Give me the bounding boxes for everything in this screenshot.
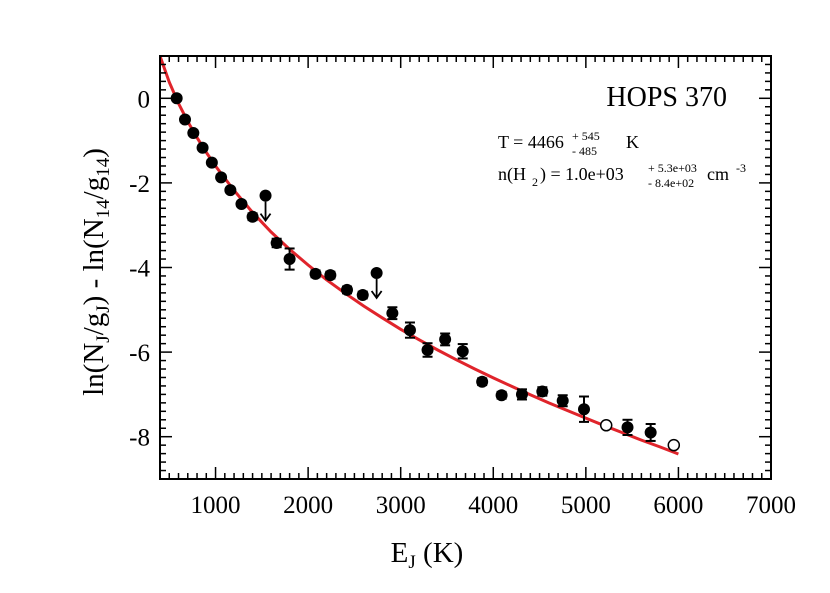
x-axis-title-base: E <box>391 537 409 569</box>
data-point <box>439 333 452 346</box>
data-point <box>324 269 337 282</box>
density-value: ) = 1.0e+03 <box>540 164 624 185</box>
temperature-lower-error: - 485 <box>572 144 597 158</box>
y-axis-title-sub3: 14 <box>93 199 114 219</box>
density-lower-error: - 8.4e+02 <box>648 176 694 190</box>
y-axis-title-part1: ln(N <box>78 343 110 396</box>
open-point <box>599 419 613 432</box>
data-point <box>196 141 209 154</box>
chart-title: HOPS 370 <box>606 82 727 113</box>
density-prefix: n(H <box>498 164 526 185</box>
data-point <box>178 113 191 126</box>
temperature-value: T = 4466 <box>498 132 564 152</box>
data-point <box>644 426 657 439</box>
upper-limit-arrowhead <box>370 290 383 300</box>
y-axis-title-sub4: 14 <box>93 157 114 177</box>
data-point <box>421 343 434 356</box>
y-axis-title-part4: /g <box>78 177 110 200</box>
density-annotation: n(H 2 ) = 1.0e+03 + 5.3e+03 - 8.4e+02 cm… <box>498 161 746 190</box>
data-point <box>476 375 489 388</box>
x-tick-label: 5000 <box>561 492 611 519</box>
x-tick-label: 4000 <box>468 492 518 519</box>
y-tick-label: 0 <box>138 86 151 113</box>
density-unit-exponent: -3 <box>736 161 746 175</box>
upper-limit-point <box>370 266 383 279</box>
temperature-upper-error: + 545 <box>572 129 600 143</box>
model-curve <box>160 56 679 456</box>
data-point <box>246 210 259 223</box>
plot-frame <box>159 55 772 480</box>
data-point <box>235 198 248 211</box>
data-point <box>536 385 549 398</box>
data-point <box>386 307 399 320</box>
y-tick-label: -6 <box>129 340 150 367</box>
data-point <box>577 403 590 416</box>
data-point <box>224 184 237 197</box>
x-tick-label: 2000 <box>283 492 333 519</box>
data-point <box>205 156 218 169</box>
upper-limit-point <box>259 189 272 202</box>
temperature-annotation: T = 4466 + 545 - 485 K <box>498 129 639 158</box>
data-point <box>283 253 296 266</box>
data-point <box>456 345 469 358</box>
temperature-unit: K <box>626 132 639 152</box>
density-subscript: 2 <box>532 175 538 189</box>
data-point <box>215 171 228 184</box>
data-point <box>187 126 200 139</box>
data-point <box>341 283 354 296</box>
data-point <box>403 324 416 337</box>
data-point <box>170 92 183 105</box>
data-point <box>270 236 283 249</box>
data-points-layer <box>170 92 681 452</box>
y-axis-title-sub1: J <box>93 335 114 342</box>
y-tick-label: -4 <box>129 256 150 283</box>
x-axis-title-tail: (K) <box>416 537 464 569</box>
data-point <box>621 421 634 434</box>
x-tick-label: 6000 <box>653 492 703 519</box>
data-point <box>356 288 369 301</box>
density-unit: cm <box>707 164 729 184</box>
y-axis-title: ln(NJ/gJ) - ln(N14/g14) <box>78 148 114 396</box>
y-axis-title-part5: ) <box>78 148 110 158</box>
x-tick-label: 1000 <box>191 492 241 519</box>
y-axis-title-sub2: J <box>93 305 114 312</box>
density-upper-error: + 5.3e+03 <box>648 161 697 175</box>
axis-ticks-layer: 1000 2000 3000 4000 5000 6000 7000 0 -2 -4 -6 -8 <box>129 55 796 519</box>
upper-limit-arrowhead <box>259 213 272 223</box>
open-point <box>667 438 681 452</box>
x-tick-label: 7000 <box>746 492 796 519</box>
data-point <box>495 389 508 402</box>
y-tick-label: -2 <box>129 171 150 198</box>
data-point <box>309 267 322 280</box>
x-axis-title: EJ (K) <box>391 537 464 573</box>
model-curve-layer <box>160 56 679 456</box>
data-point <box>556 394 569 407</box>
data-point <box>515 388 528 401</box>
x-tick-label: 3000 <box>376 492 426 519</box>
y-tick-label: -8 <box>129 425 150 452</box>
x-axis-title-sub: J <box>408 552 415 573</box>
y-axis-title-part3: ) - ln(N <box>78 218 110 305</box>
y-axis-title-part2: /g <box>78 313 110 336</box>
